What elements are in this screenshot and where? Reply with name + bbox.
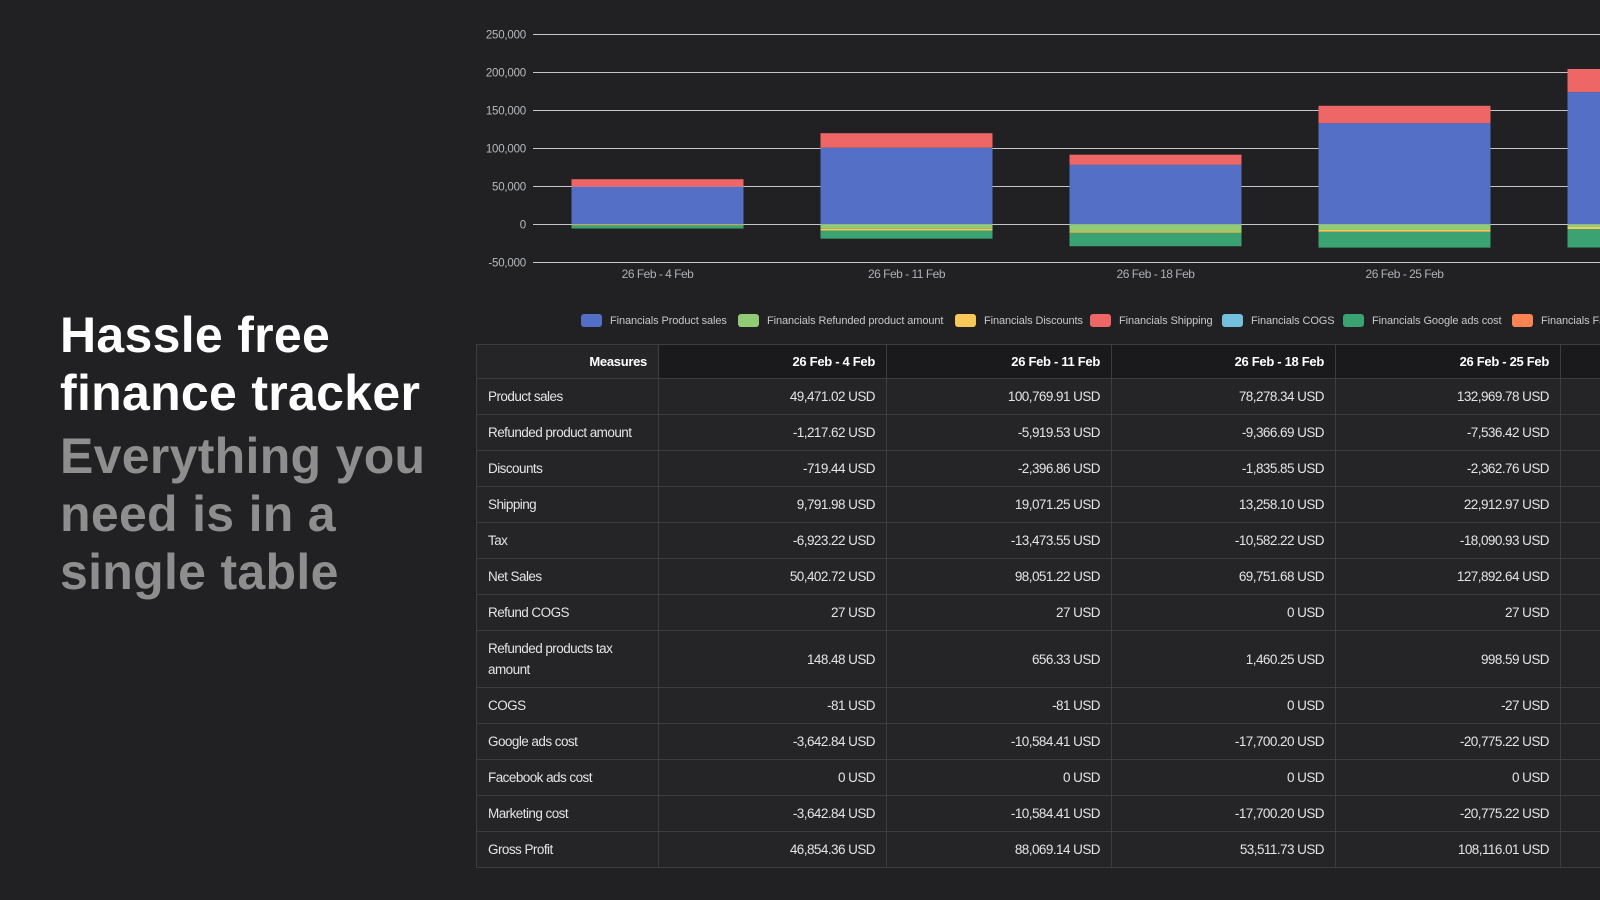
svg-text:50,000: 50,000 — [492, 182, 526, 194]
svg-text:250,000: 250,000 — [486, 30, 526, 42]
svg-text:100,000: 100,000 — [486, 144, 526, 156]
svg-text:26 Feb - 4 Feb: 26 Feb - 4 Feb — [622, 267, 695, 281]
svg-text:0: 0 — [520, 220, 526, 232]
svg-text:26 Feb - 11 Feb: 26 Feb - 11 Feb — [868, 267, 946, 281]
svg-text:26 Feb - 18 Feb: 26 Feb - 18 Feb — [1117, 267, 1196, 281]
svg-text:150,000: 150,000 — [486, 106, 526, 118]
svg-text:-50,000: -50,000 — [488, 258, 526, 270]
svg-text:26 Feb - 25 Feb: 26 Feb - 25 Feb — [1366, 267, 1445, 281]
svg-text:200,000: 200,000 — [486, 68, 526, 80]
